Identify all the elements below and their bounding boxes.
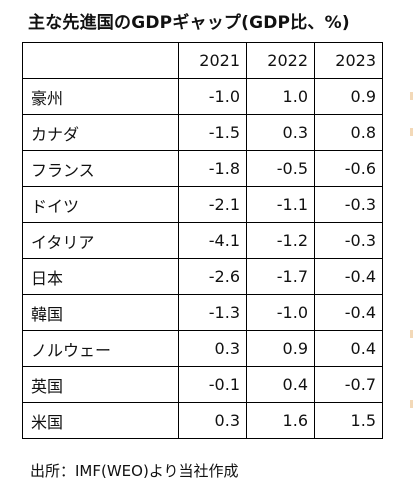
table-row: 韓国 -1.3 -1.0 -0.4 <box>22 294 383 331</box>
value-cell: 0.9 <box>314 78 383 115</box>
country-label: ドイツ <box>22 186 179 223</box>
country-label: 韓国 <box>22 294 179 331</box>
country-label: カナダ <box>22 114 179 151</box>
table-row: ノルウェー 0.3 0.9 0.4 <box>22 330 383 367</box>
source-note: 出所：IMF(WEO)より当社作成 <box>30 462 239 480</box>
country-label: 米国 <box>22 402 179 439</box>
value-cell: 0.4 <box>246 366 315 403</box>
value-cell: -0.1 <box>178 366 247 403</box>
value-cell: -0.4 <box>314 294 383 331</box>
country-label: 豪州 <box>22 78 179 115</box>
value-cell: -0.3 <box>314 222 383 259</box>
value-cell: -1.8 <box>178 150 247 187</box>
country-label: 日本 <box>22 258 179 295</box>
value-cell: 0.9 <box>246 330 315 367</box>
table-header-row: 2021 2022 2023 <box>22 42 383 79</box>
edge-mark <box>410 128 413 136</box>
country-label: フランス <box>22 150 179 187</box>
table-row: カナダ -1.5 0.3 0.8 <box>22 114 383 151</box>
country-label: イタリア <box>22 222 179 259</box>
table-row: 英国 -0.1 0.4 -0.7 <box>22 366 383 403</box>
value-cell: -1.2 <box>246 222 315 259</box>
value-cell: -1.0 <box>246 294 315 331</box>
edge-mark <box>410 400 413 408</box>
value-cell: -2.1 <box>178 186 247 223</box>
value-cell: 0.8 <box>314 114 383 151</box>
value-cell: -4.1 <box>178 222 247 259</box>
value-cell: -0.3 <box>314 186 383 223</box>
table-row: 豪州 -1.0 1.0 0.9 <box>22 78 383 115</box>
value-cell: -1.7 <box>246 258 315 295</box>
value-cell: -0.4 <box>314 258 383 295</box>
edge-mark <box>410 330 413 338</box>
table-row: 日本 -2.6 -1.7 -0.4 <box>22 258 383 295</box>
header-year-2022: 2022 <box>246 42 315 79</box>
value-cell: -1.0 <box>178 78 247 115</box>
page-title: 主な先進国のGDPギャップ(GDP比、%) <box>28 13 350 33</box>
header-year-2023: 2023 <box>314 42 383 79</box>
value-cell: -0.7 <box>314 366 383 403</box>
table-row: フランス -1.8 -0.5 -0.6 <box>22 150 383 187</box>
value-cell: -1.5 <box>178 114 247 151</box>
table-row: 米国 0.3 1.6 1.5 <box>22 402 383 439</box>
table-row: イタリア -4.1 -1.2 -0.3 <box>22 222 383 259</box>
edge-decoration <box>408 0 414 490</box>
value-cell: 0.3 <box>178 330 247 367</box>
value-cell: -2.6 <box>178 258 247 295</box>
header-year-2021: 2021 <box>178 42 247 79</box>
value-cell: 1.5 <box>314 402 383 439</box>
country-label: 英国 <box>22 366 179 403</box>
edge-mark <box>410 92 413 100</box>
value-cell: -1.3 <box>178 294 247 331</box>
country-label: ノルウェー <box>22 330 179 367</box>
value-cell: 0.3 <box>246 114 315 151</box>
value-cell: 1.0 <box>246 78 315 115</box>
value-cell: -0.6 <box>314 150 383 187</box>
gdp-gap-table: 2021 2022 2023 豪州 -1.0 1.0 0.9 カナダ -1.5 … <box>22 42 383 439</box>
value-cell: 1.6 <box>246 402 315 439</box>
value-cell: 0.3 <box>178 402 247 439</box>
table-row: ドイツ -2.1 -1.1 -0.3 <box>22 186 383 223</box>
value-cell: -0.5 <box>246 150 315 187</box>
value-cell: 0.4 <box>314 330 383 367</box>
value-cell: -1.1 <box>246 186 315 223</box>
header-corner-cell <box>22 42 179 79</box>
